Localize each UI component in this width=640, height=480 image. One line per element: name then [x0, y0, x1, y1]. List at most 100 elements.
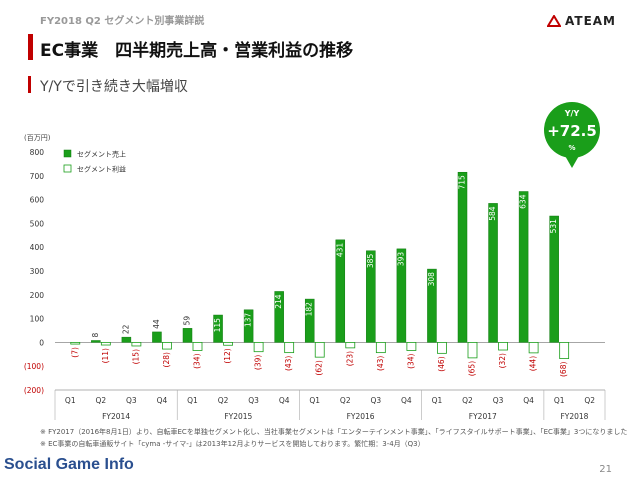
- y-tick-label: 200: [30, 291, 45, 300]
- sales-bar: [121, 336, 132, 343]
- breadcrumb: FY2018 Q2 セグメント別事業詳説: [40, 16, 205, 27]
- profit-bar: [498, 341, 508, 351]
- legend-label-profit: セグメント利益: [77, 165, 126, 174]
- callout-value: +72.5: [547, 122, 597, 140]
- profit-bar: [528, 341, 539, 354]
- profit-data-label: (11): [101, 348, 110, 363]
- x-tick-label: Q1: [65, 396, 76, 405]
- x-tick-label: Q2: [340, 396, 351, 405]
- logo: ATEAM: [547, 14, 616, 28]
- profit-data-label: (32): [498, 353, 507, 368]
- legend-swatch-profit: [63, 164, 72, 173]
- fiscal-year-label: FY2016: [347, 412, 375, 421]
- legend-swatch-sales: [63, 149, 72, 158]
- x-tick-label: Q1: [432, 396, 443, 405]
- profit-bar: [345, 341, 356, 349]
- sales-bar: [91, 340, 101, 343]
- x-tick-label: Q1: [187, 396, 198, 405]
- profit-data-label: (15): [131, 349, 140, 364]
- segment-bar-chart: (百万円) (200) (100) 0 100 200 300 400 500 600 700 800…: [24, 102, 606, 421]
- sales-bar: [274, 291, 284, 343]
- fiscal-year-label: FY2017: [469, 412, 497, 421]
- profit-data-label: (68): [559, 362, 568, 377]
- x-tick-label: Q4: [523, 396, 534, 405]
- sales-data-label: 385: [366, 254, 375, 269]
- y-tick-label: 100: [30, 315, 45, 324]
- sales-data-label: 115: [213, 318, 222, 333]
- profit-bar: [70, 341, 81, 345]
- y-tick-label: 500: [30, 219, 45, 228]
- footnotes: ※ FY2017（2016年8月1日）より、自転車ECを単独セグメント化し、当社…: [40, 426, 627, 450]
- profit-bar: [406, 341, 417, 351]
- sales-bar: [427, 268, 437, 343]
- profit-bar: [314, 341, 325, 358]
- page-title: EC事業 四半期売上高・営業利益の推移: [40, 41, 354, 61]
- sales-bar: [488, 203, 498, 343]
- y-tick-label: 600: [30, 196, 45, 205]
- sales-data-label: 531: [549, 219, 558, 234]
- legend-label-sales: セグメント売上: [77, 150, 126, 159]
- profit-data-label: (7): [70, 347, 79, 358]
- fiscal-year-label: FY2018: [560, 412, 588, 421]
- sales-bar: [213, 314, 223, 343]
- sales-data-label: 431: [335, 243, 344, 258]
- sales-data-label: 137: [244, 313, 253, 328]
- sales-data-label: 8: [91, 332, 100, 337]
- sales-data-label: 182: [305, 302, 314, 317]
- sales-bar: [366, 250, 376, 343]
- y-tick-label: (200): [24, 386, 44, 395]
- title-accent-bar: [28, 34, 33, 60]
- profit-data-label: (23): [345, 351, 354, 366]
- sales-bar: [457, 171, 468, 343]
- subtitle-accent-bar: [28, 76, 31, 93]
- x-tick-label: Q3: [370, 396, 381, 405]
- watermark: Social Game Info: [4, 456, 134, 473]
- sales-bar: [549, 215, 559, 343]
- profit-bar: [192, 341, 203, 351]
- profit-bar: [223, 341, 233, 346]
- x-tick-label: Q3: [493, 396, 504, 405]
- yoy-callout-bubble: [544, 102, 600, 158]
- sales-bar: [182, 328, 193, 343]
- profit-bar: [253, 341, 264, 353]
- y-tick-label: 800: [30, 148, 45, 157]
- sales-bar: [396, 248, 407, 343]
- x-tick-label: Q1: [309, 396, 320, 405]
- y-tick-label: 400: [30, 243, 45, 252]
- sales-data-label: 634: [519, 194, 528, 209]
- profit-bar: [284, 341, 295, 354]
- fiscal-year-label: FY2015: [224, 412, 252, 421]
- callout-unit: %: [568, 144, 575, 152]
- profit-data-label: (65): [468, 361, 477, 376]
- profit-bar: [467, 341, 478, 359]
- profit-data-label: (28): [162, 352, 171, 367]
- sales-bar: [518, 191, 529, 343]
- callout-top-label: Y/Y: [564, 109, 580, 118]
- profit-data-label: (12): [223, 348, 232, 363]
- profit-bar: [100, 341, 111, 346]
- sales-bar: [335, 239, 346, 343]
- y-axis-unit-label: (百万円): [24, 134, 51, 142]
- sales-bar: [304, 298, 315, 343]
- y-tick-label: 300: [30, 267, 45, 276]
- profit-data-label: (62): [315, 360, 324, 375]
- x-tick-label: Q2: [584, 396, 595, 405]
- page-subtitle: Y/Yで引き続き大幅増収: [40, 79, 188, 95]
- profit-data-label: (39): [254, 355, 263, 370]
- sales-data-label: 44: [152, 319, 161, 329]
- profit-data-label: (43): [376, 356, 385, 371]
- sales-bar: [243, 309, 254, 343]
- y-tick-label: 700: [30, 172, 45, 181]
- sales-data-label: 715: [458, 175, 467, 190]
- profit-data-label: (34): [406, 353, 415, 368]
- profit-bar: [162, 341, 172, 350]
- footnote: ※ EC事業の自転車通販サイト「cyma -サイマ-」は2013年12月よりサー…: [40, 440, 425, 448]
- x-tick-label: Q3: [126, 396, 137, 405]
- profit-data-label: (43): [284, 356, 293, 371]
- y-tick-label: 0: [39, 338, 44, 347]
- x-tick-label: Q2: [462, 396, 473, 405]
- fiscal-year-label: FY2014: [102, 412, 130, 421]
- sales-data-label: 308: [427, 272, 436, 287]
- sales-data-label: 214: [274, 294, 283, 309]
- sales-bar: [152, 331, 162, 343]
